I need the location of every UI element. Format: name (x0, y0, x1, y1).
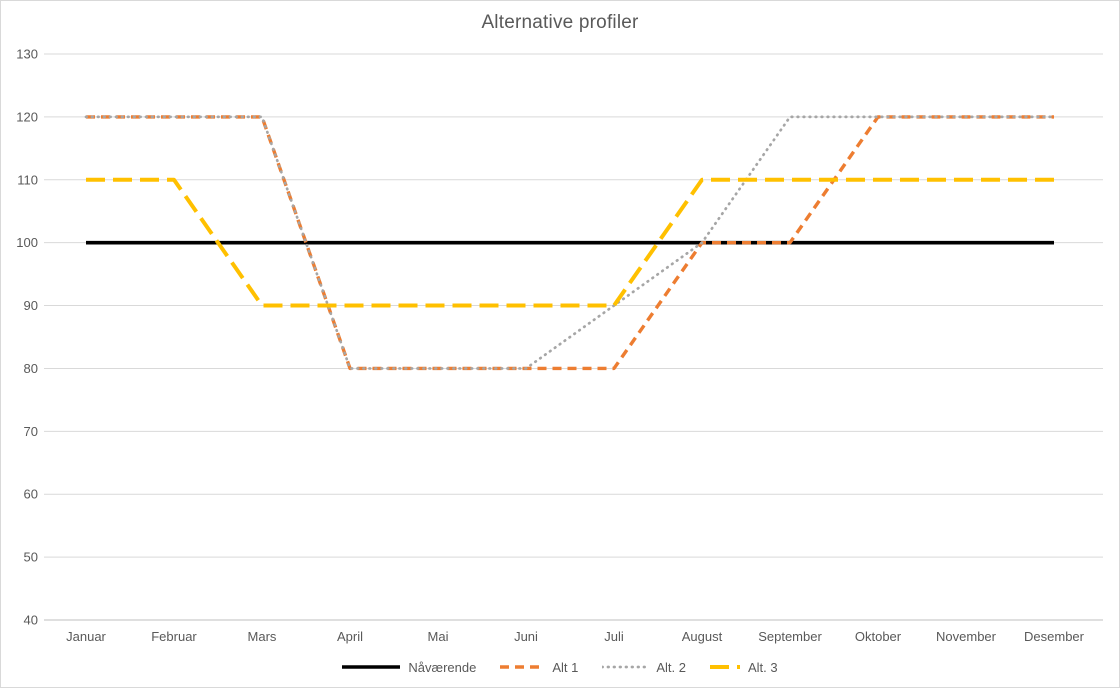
x-axis-tick-label: Mars (248, 629, 277, 644)
legend: Nåværende Alt 1 Alt. 2 Alt. 3 (1, 654, 1119, 680)
x-axis-tick-label: Februar (151, 629, 197, 644)
legend-line-sample (342, 665, 401, 669)
y-axis-tick-label: 120 (16, 109, 38, 124)
legend-item-label: Nåværende (408, 659, 477, 675)
y-axis-tick-label: 70 (24, 424, 38, 439)
x-axis-tick-label: Mai (428, 629, 449, 644)
legend-item-label: Alt. 2 (656, 659, 686, 675)
y-axis-tick-label: 40 (24, 613, 38, 628)
chart-title: Alternative profiler (481, 12, 639, 33)
y-axis-tick-label: 50 (24, 550, 38, 565)
legend-item: Alt. 2 (602, 660, 686, 675)
legend-line-sample (500, 665, 545, 669)
legend-item: Alt 1 (500, 660, 578, 675)
x-axis-tick-label: August (682, 629, 723, 644)
x-axis-tick-label: September (758, 629, 822, 644)
y-axis-tick-label: 110 (17, 172, 38, 187)
x-axis-tick-label: Juli (604, 629, 624, 644)
legend-item: Nåværende (342, 660, 476, 675)
series-line-alt-3 (86, 177, 1054, 308)
x-axis-tick-label: November (936, 629, 997, 644)
x-axis-tick-label: April (337, 629, 363, 644)
y-axis-tick-label: 90 (24, 298, 38, 313)
x-axis-tick-label: Oktober (855, 629, 902, 644)
y-axis-tick-label: 60 (24, 487, 38, 502)
x-axis-tick-label: Januar (66, 629, 106, 644)
legend-item: Alt. 3 (709, 659, 778, 675)
legend-item-label: Alt. 3 (747, 659, 778, 675)
series-line-alt-2 (84, 115, 1056, 370)
legend-line-sample (709, 665, 740, 669)
legend-item-label: Alt 1 (552, 659, 579, 675)
x-axis-tick-label: Juni (514, 629, 538, 644)
y-axis-tick-label: 130 (16, 47, 38, 62)
y-axis-tick-label: 100 (16, 235, 38, 250)
x-axis-tick-label: Desember (1024, 629, 1085, 644)
y-axis-tick-label: 80 (24, 361, 38, 376)
legend-line-sample (602, 665, 649, 669)
